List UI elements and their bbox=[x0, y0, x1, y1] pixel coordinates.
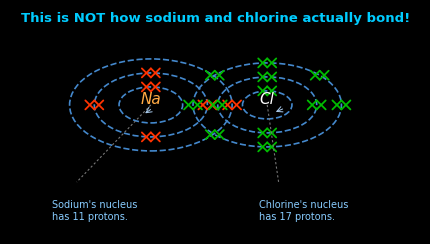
Text: Sodium's nucleus
has 11 protons.: Sodium's nucleus has 11 protons. bbox=[52, 200, 137, 222]
Text: Cl: Cl bbox=[259, 92, 274, 107]
Text: This is NOT how sodium and chlorine actually bond!: This is NOT how sodium and chlorine actu… bbox=[21, 12, 409, 25]
Text: Na: Na bbox=[140, 92, 161, 107]
Text: Chlorine's nucleus
has 17 protons.: Chlorine's nucleus has 17 protons. bbox=[258, 200, 347, 222]
